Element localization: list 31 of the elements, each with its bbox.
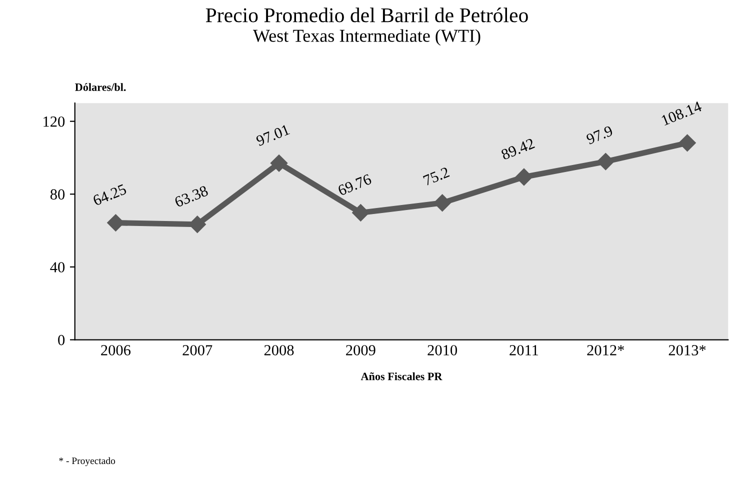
x-tick-label: 2013* [668, 345, 706, 356]
chart-subtitle: West Texas Intermediate (WTI) [252, 29, 480, 46]
point [434, 194, 451, 212]
y-tick-label: 80 [50, 189, 65, 200]
point [515, 168, 533, 186]
text: * - Proyectado [59, 457, 116, 466]
chart-title: Precio Promedio del Barril de Petróleo [206, 8, 528, 22]
data-label: 97.9 [586, 125, 614, 145]
x-tick-label: 2006 [101, 345, 131, 356]
point [678, 134, 696, 152]
data-label: 69.76 [337, 174, 372, 196]
x-tick-label: 2007 [182, 345, 212, 356]
point [597, 152, 614, 170]
data-label: 64.25 [92, 184, 127, 206]
point [270, 154, 288, 172]
x-tick-label: 2009 [346, 345, 376, 356]
x-axis-title: Años Fiscales PR [360, 372, 442, 380]
data-label: 63.38 [174, 185, 209, 208]
x-tick-label: 2008 [264, 345, 294, 356]
x-tick-label: 2012* [587, 345, 624, 356]
data-label: 97.01 [256, 124, 290, 146]
point [352, 204, 370, 222]
y-axis-title: Dólares/bl. [75, 83, 126, 91]
y-tick-label: 0 [58, 334, 65, 346]
y-tick-label: 120 [44, 116, 65, 127]
data-label: 75.2 [422, 166, 450, 186]
data-label: 108.14 [661, 100, 702, 126]
data-label: 89.42 [500, 138, 536, 160]
x-tick-label: 2011 [510, 345, 538, 356]
y-tick-label: 40 [50, 262, 65, 272]
x-tick-label: 2010 [428, 345, 458, 356]
